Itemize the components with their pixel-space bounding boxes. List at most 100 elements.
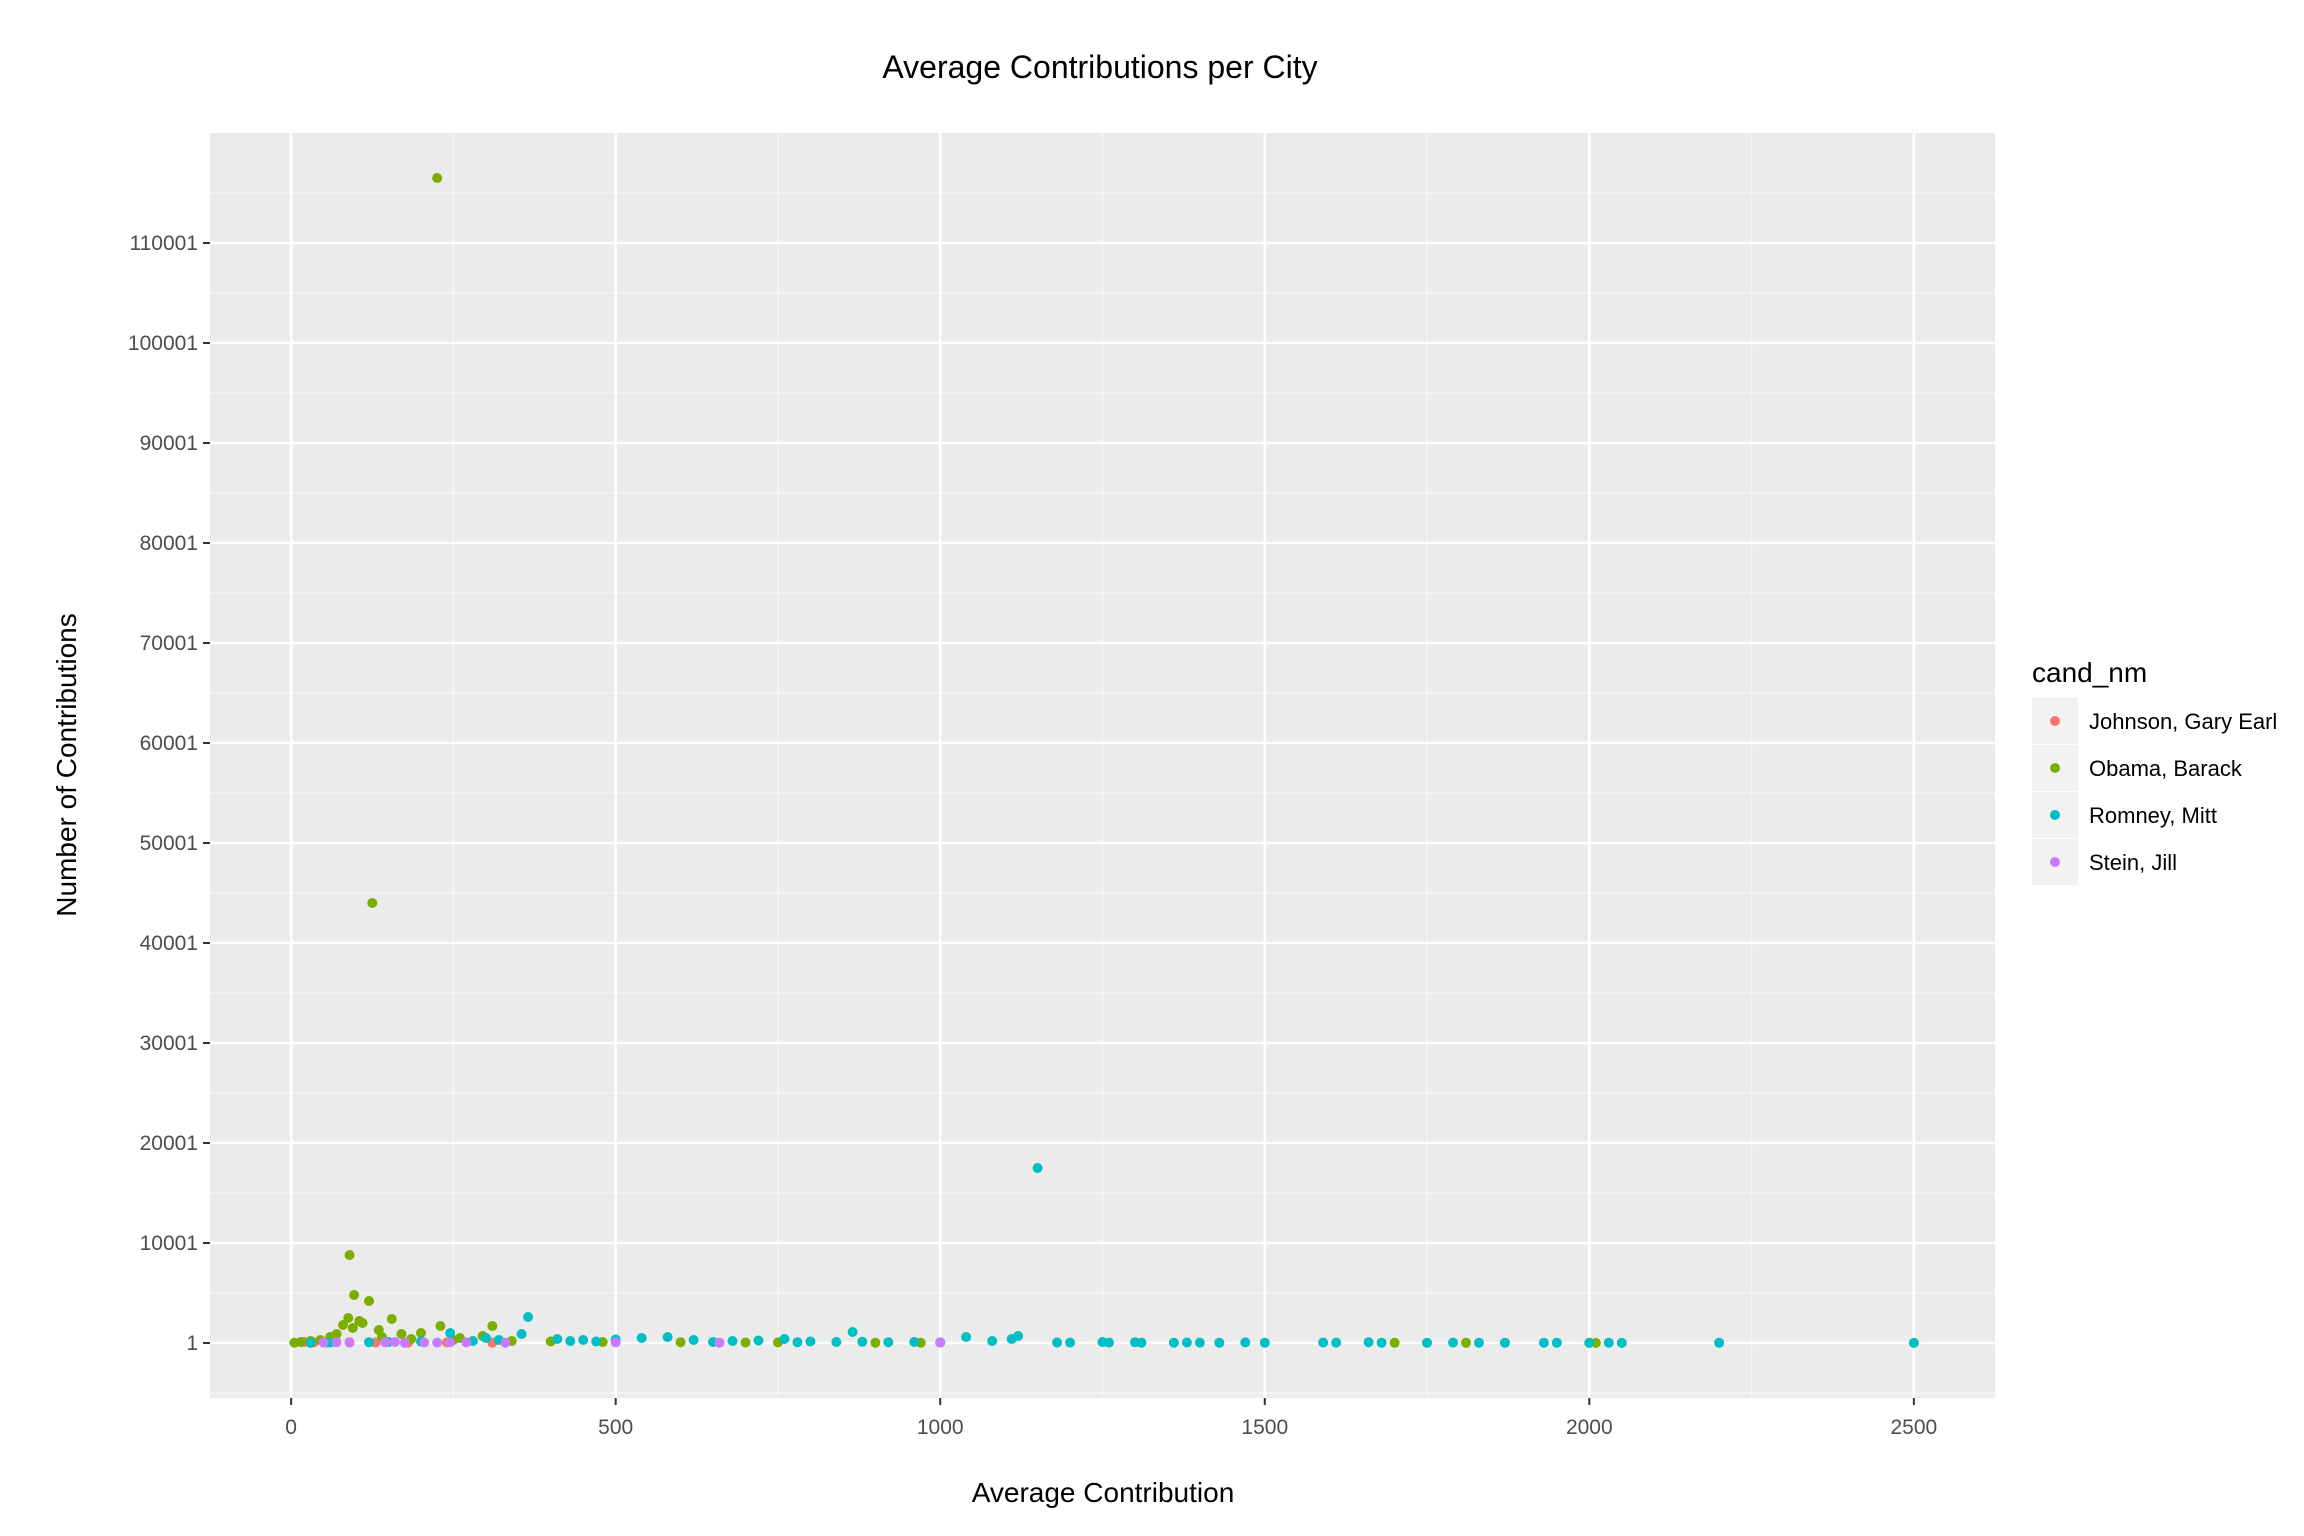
point-obama-barack [344,1250,355,1260]
y-tick-label: 100001 [128,332,198,355]
x-tick-label: 2500 [1891,1416,1938,1439]
x-axis-ticks: 0 500 1000 1500 2000 2500 [285,1398,1937,1439]
point-romney-mitt [857,1336,868,1347]
x-tick-label: 500 [598,1416,633,1439]
point-romney-mitt [1714,1337,1725,1348]
y-axis-ticks: 1100012000130001400015000160001700018000… [128,232,210,1355]
point-stein-jill [380,1337,391,1348]
point-obama-barack [1460,1337,1471,1348]
point-romney-mitt [1013,1331,1024,1341]
legend-label-romney-mitt: Romney, Mitt [2089,803,2217,828]
point-romney-mitt [1214,1337,1225,1348]
point-romney-mitt [1908,1337,1919,1348]
point-romney-mitt [523,1312,534,1322]
point-romney-mitt [1499,1337,1510,1348]
y-tick-label: 60001 [140,732,198,755]
point-stein-jill [461,1337,472,1348]
legend-label-obama-barack: Obama, Barack [2089,756,2243,781]
point-obama-barack [487,1321,498,1331]
point-romney-mitt [1551,1337,1562,1348]
point-obama-barack [675,1337,686,1348]
point-romney-mitt [1032,1163,1043,1173]
point-obama-barack [347,1323,358,1333]
point-obama-barack [331,1329,342,1339]
point-romney-mitt [480,1333,491,1343]
point-obama-barack [386,1314,397,1324]
point-romney-mitt [1052,1337,1063,1348]
y-tick-label: 50001 [140,832,198,855]
point-romney-mitt [1259,1337,1270,1348]
point-stein-jill [445,1337,456,1348]
y-tick-label: 90001 [140,432,198,455]
point-romney-mitt [516,1329,527,1339]
point-romney-mitt [1240,1337,1251,1348]
point-stein-jill [331,1337,342,1348]
point-romney-mitt [961,1332,972,1342]
point-romney-mitt [1331,1337,1342,1348]
legend-marker-obama-barack [2050,763,2060,773]
point-romney-mitt [1448,1337,1459,1348]
point-romney-mitt [753,1335,764,1346]
point-romney-mitt [883,1337,894,1348]
point-obama-barack [343,1313,354,1323]
x-axis-title: Average Contribution [972,1477,1235,1508]
point-romney-mitt [578,1335,589,1345]
point-obama-barack [349,1290,360,1300]
point-romney-mitt [591,1336,602,1347]
point-romney-mitt [847,1327,858,1337]
point-romney-mitt [636,1333,647,1343]
y-tick-label: 10001 [140,1232,198,1255]
point-romney-mitt [364,1337,375,1348]
point-obama-barack [357,1318,368,1328]
point-obama-barack [289,1337,300,1348]
point-romney-mitt [305,1337,316,1348]
legend-marker-romney-mitt [2050,810,2060,820]
point-romney-mitt [831,1337,842,1347]
legend-items: Johnson, Gary Earl Obama, Barack Romney, M… [2032,698,2277,885]
legend-title: cand_nm [2032,657,2147,688]
point-obama-barack [367,898,378,908]
point-romney-mitt [909,1337,920,1347]
point-romney-mitt [1538,1337,1549,1348]
point-romney-mitt [779,1334,790,1344]
point-romney-mitt [1194,1337,1205,1348]
y-tick-label: 110001 [129,232,198,255]
x-tick-label: 2000 [1566,1416,1613,1439]
point-stein-jill [935,1337,946,1348]
point-obama-barack [415,1328,426,1338]
y-tick-label: 30001 [140,1032,198,1055]
y-tick-label: 1 [186,1332,198,1355]
point-stein-jill [399,1337,410,1348]
point-romney-mitt [1376,1337,1387,1348]
point-romney-mitt [1603,1337,1614,1348]
point-obama-barack [1389,1337,1400,1348]
x-tick-label: 0 [285,1416,297,1439]
point-obama-barack [740,1337,751,1348]
point-romney-mitt [1168,1337,1179,1348]
point-romney-mitt [688,1335,699,1345]
chart-title: Average Contributions per City [882,49,1317,85]
y-tick-label: 80001 [140,532,198,555]
point-obama-barack [432,173,443,183]
point-obama-barack [364,1296,375,1306]
y-tick-label: 70001 [140,632,198,655]
point-romney-mitt [1363,1337,1374,1348]
point-stein-jill [389,1337,400,1347]
point-romney-mitt [1473,1337,1484,1348]
point-obama-barack [870,1337,881,1348]
point-romney-mitt [727,1336,738,1346]
point-romney-mitt [1422,1337,1433,1348]
legend-label-stein-jill: Stein, Jill [2089,850,2177,875]
point-stein-jill [419,1337,430,1348]
point-romney-mitt [1318,1337,1329,1348]
point-romney-mitt [987,1336,998,1346]
point-obama-barack [338,1320,349,1330]
legend-label-johnson-gary-earl: Johnson, Gary Earl [2089,709,2277,734]
point-obama-barack [435,1321,446,1331]
point-romney-mitt [1616,1337,1627,1348]
point-romney-mitt [1065,1337,1076,1348]
y-tick-label: 20001 [140,1132,198,1155]
point-romney-mitt [805,1336,816,1347]
x-tick-label: 1000 [917,1416,964,1439]
